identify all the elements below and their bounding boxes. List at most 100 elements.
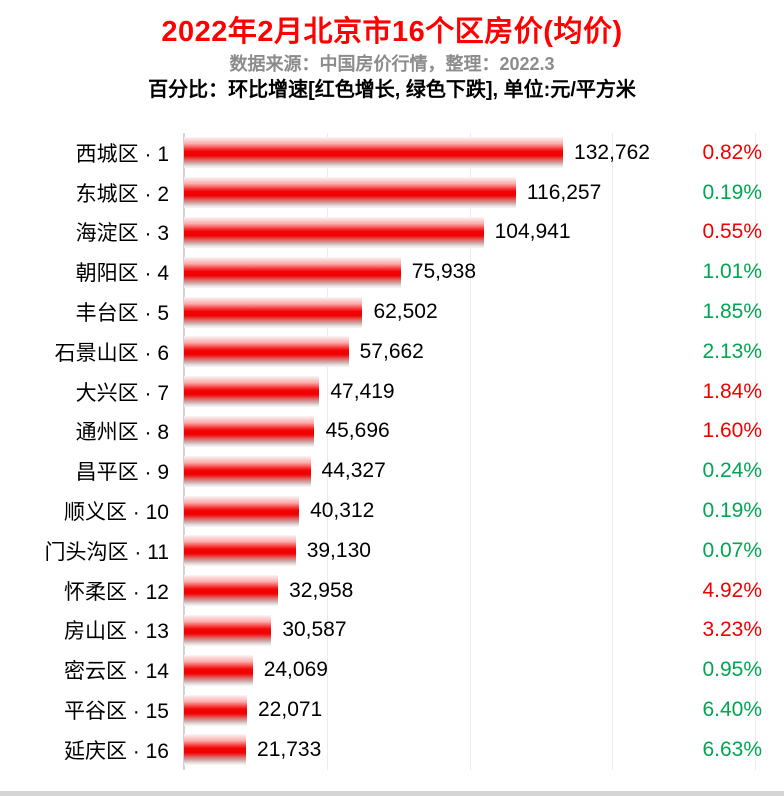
price-value-label: 22,071 [258, 698, 323, 722]
chart-row: 东城区 · 2 116,257 0.19% [0, 173, 784, 213]
district-label: 门头沟区 · 11 [44, 540, 169, 564]
chart-row: 通州区 · 8 45,696 1.60% [0, 412, 784, 452]
chart-row: 西城区 · 1 132,762 0.82% [0, 133, 784, 173]
price-bar [184, 694, 247, 726]
bar-plot-area: 75,938 [184, 256, 755, 288]
district-label: 朝阳区 · 4 [75, 262, 169, 286]
gridline [326, 133, 328, 770]
bar-plot-area: 30,587 [184, 614, 755, 646]
chart-row: 房山区 · 13 30,587 3.23% [0, 611, 784, 651]
bar-plot-area: 39,130 [184, 535, 755, 567]
district-label: 顺义区 · 10 [63, 501, 169, 525]
price-bar [184, 256, 401, 288]
chart-rows: 西城区 · 1 132,762 0.82% 东城区 · 2 116,257 0.… [0, 133, 784, 770]
district-label: 密云区 · 14 [63, 660, 169, 684]
price-value-label: 57,662 [359, 339, 424, 363]
district-label: 石景山区 · 6 [54, 341, 169, 365]
price-bar [184, 535, 296, 567]
percent-change-label: 0.07% [702, 538, 762, 562]
price-bar [184, 376, 320, 408]
price-bar [184, 216, 484, 248]
chart-row: 怀柔区 · 12 32,958 4.92% [0, 571, 784, 611]
chart-row: 门头沟区 · 11 39,130 0.07% [0, 531, 784, 571]
bar-plot-area: 132,762 [184, 137, 755, 169]
percent-change-label: 0.19% [702, 180, 762, 204]
price-value-label: 32,958 [289, 578, 354, 602]
bar-plot-area: 47,419 [184, 376, 755, 408]
chart-row: 密云区 · 14 24,069 0.95% [0, 650, 784, 690]
chart-row: 延庆区 · 16 21,733 6.63% [0, 730, 784, 770]
gridline [755, 133, 756, 770]
page-title: 2022年2月北京市16个区房价(均价) [161, 16, 623, 48]
district-label: 东城区 · 2 [75, 182, 169, 206]
window-bottom-edge [0, 791, 784, 796]
bar-plot-area: 22,071 [184, 694, 755, 726]
price-bar [184, 575, 279, 607]
bar-plot-area: 116,257 [184, 177, 755, 209]
percent-change-label: 1.85% [702, 300, 762, 324]
price-value-label: 44,327 [321, 459, 386, 483]
price-bar [184, 455, 311, 487]
chart-row: 大兴区 · 7 47,419 1.84% [0, 372, 784, 412]
district-label: 房山区 · 13 [63, 620, 169, 644]
bar-plot-area: 62,502 [184, 296, 755, 328]
legend-note: 百分比：环比增速[红色增长, 绿色下跌], 单位:元/平方米 [148, 79, 636, 101]
district-label: 通州区 · 8 [75, 421, 169, 445]
y-axis-line [183, 133, 185, 770]
price-bar [184, 654, 253, 686]
price-bar [184, 296, 363, 328]
bar-plot-area: 32,958 [184, 575, 755, 607]
percent-change-label: 4.92% [702, 578, 762, 602]
district-label: 丰台区 · 5 [75, 302, 169, 326]
chart-row: 丰台区 · 5 62,502 1.85% [0, 292, 784, 332]
bar-plot-area: 44,327 [184, 455, 755, 487]
percent-change-label: 2.13% [702, 339, 762, 363]
percent-change-label: 1.60% [702, 419, 762, 443]
price-bar [184, 177, 516, 209]
price-value-label: 45,696 [325, 419, 390, 443]
district-label: 西城区 · 1 [75, 142, 169, 166]
bar-plot-area: 104,941 [184, 216, 755, 248]
percent-change-label: 0.19% [702, 499, 762, 523]
chart-row: 朝阳区 · 4 75,938 1.01% [0, 252, 784, 292]
district-label: 延庆区 · 16 [63, 739, 169, 763]
chart-header: 2022年2月北京市16个区房价(均价) 数据来源：中国房价行情，整理：2022… [0, 0, 784, 104]
gridline [469, 133, 471, 770]
price-bar [184, 336, 349, 368]
bar-plot-area: 24,069 [184, 654, 755, 686]
chart-row: 顺义区 · 10 40,312 0.19% [0, 491, 784, 531]
percent-change-label: 0.55% [702, 220, 762, 244]
data-source-subtitle: 数据来源：中国房价行情，整理：2022.3 [229, 54, 555, 74]
percent-change-label: 6.40% [702, 698, 762, 722]
price-bar [184, 137, 564, 169]
price-bar [184, 614, 272, 646]
price-value-label: 104,941 [494, 220, 571, 244]
district-label: 昌平区 · 9 [75, 461, 169, 485]
bar-plot-area: 21,733 [184, 734, 755, 766]
percent-change-label: 3.23% [702, 618, 762, 642]
price-value-label: 47,419 [330, 379, 395, 403]
percent-change-label: 0.82% [702, 140, 762, 164]
price-value-label: 132,762 [574, 140, 650, 164]
gridlines [183, 133, 756, 770]
price-bar [184, 734, 247, 766]
chart-row: 昌平区 · 9 44,327 0.24% [0, 451, 784, 491]
price-value-label: 24,069 [263, 658, 328, 682]
price-bar [184, 495, 300, 527]
percent-change-label: 0.24% [702, 459, 762, 483]
percent-change-label: 6.63% [702, 737, 762, 761]
gridline [612, 133, 614, 770]
price-value-label: 21,733 [257, 737, 322, 761]
price-value-label: 62,502 [373, 300, 438, 324]
bar-plot-area: 57,662 [184, 336, 755, 368]
price-value-label: 75,938 [411, 260, 477, 284]
percent-change-label: 0.95% [702, 658, 762, 682]
district-label: 平谷区 · 15 [63, 700, 169, 724]
chart-row: 石景山区 · 6 57,662 2.13% [0, 332, 784, 372]
bar-chart: 西城区 · 1 132,762 0.82% 东城区 · 2 116,257 0.… [0, 133, 784, 770]
price-value-label: 40,312 [310, 499, 375, 523]
chart-row: 平谷区 · 15 22,071 6.40% [0, 690, 784, 730]
district-label: 怀柔区 · 12 [63, 580, 169, 604]
bar-plot-area: 45,696 [184, 415, 755, 447]
price-value-label: 116,257 [526, 180, 602, 204]
